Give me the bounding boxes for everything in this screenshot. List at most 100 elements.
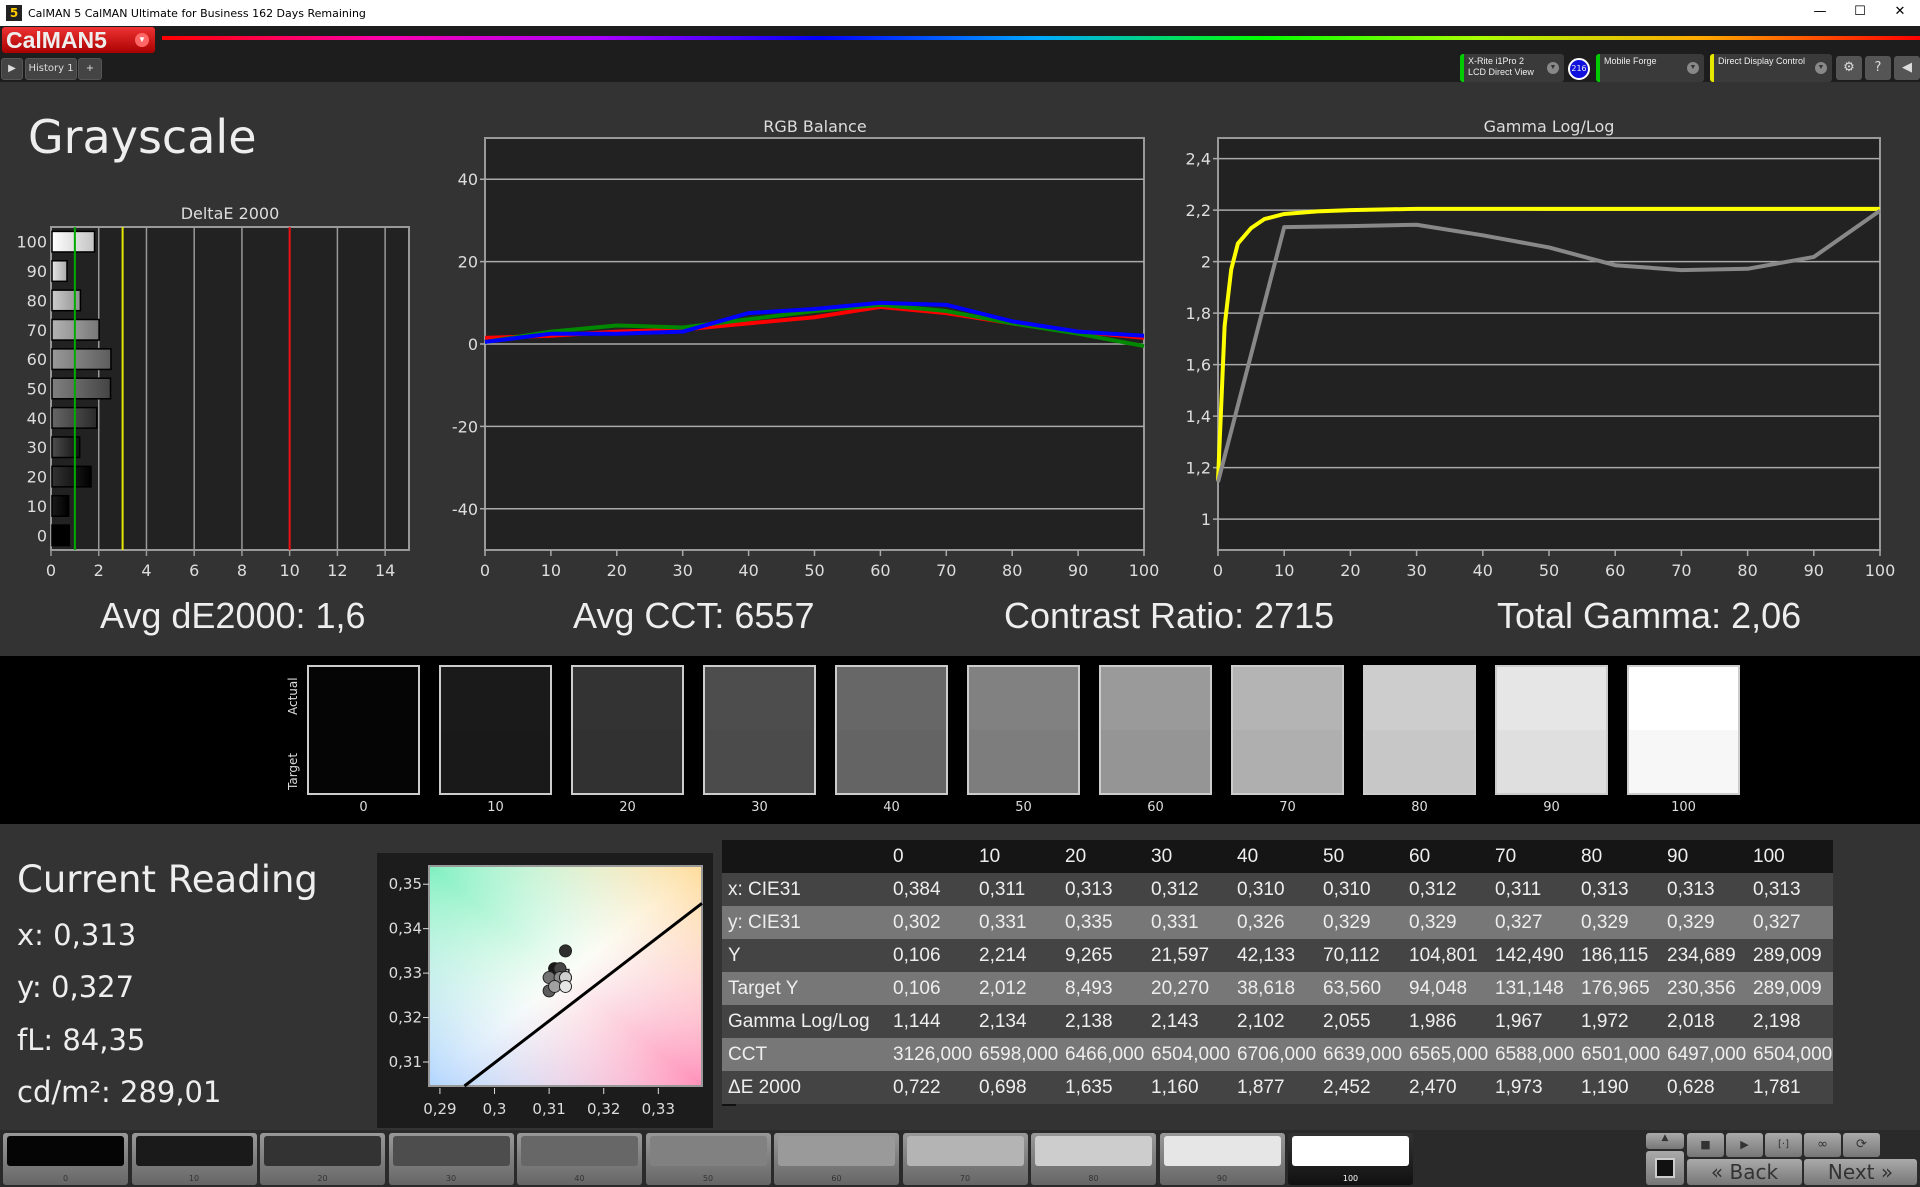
title-bar: 5 CalMAN 5 CalMAN Ultimate for Business … bbox=[0, 0, 1920, 26]
deltae-bar bbox=[51, 494, 70, 517]
stop-square-button[interactable] bbox=[1646, 1151, 1684, 1185]
x-tick-label: 20 bbox=[607, 561, 627, 580]
back-button[interactable]: « Back bbox=[1687, 1159, 1802, 1185]
deltae-bar bbox=[51, 436, 81, 459]
x-tick-label: 4 bbox=[141, 561, 151, 580]
swatch-label: 20 bbox=[619, 800, 636, 815]
y-tick-label: 1,4 bbox=[1186, 407, 1211, 426]
series-line-1 bbox=[1216, 208, 1882, 483]
minimize-button[interactable]: — bbox=[1813, 4, 1827, 19]
y-tick-label: 2,2 bbox=[1186, 201, 1211, 220]
table-cell: 0,329 bbox=[1317, 906, 1403, 939]
read-series-button[interactable]: [·] bbox=[1765, 1133, 1802, 1157]
play-sidebar-button[interactable]: ▶ bbox=[1, 58, 23, 80]
table-cell: 6504,000 bbox=[1145, 1038, 1231, 1071]
x-tick-label: 70 bbox=[936, 561, 956, 580]
actual-half bbox=[309, 667, 418, 730]
swatch-90 bbox=[1495, 665, 1608, 795]
patch-label: 50 bbox=[702, 1174, 714, 1183]
y-tick-label: 20 bbox=[27, 468, 47, 487]
help-icon[interactable]: ? bbox=[1865, 56, 1891, 80]
column-header: 100 bbox=[1747, 840, 1833, 873]
patch-button-20[interactable]: 20 bbox=[260, 1133, 385, 1185]
table-cell: 0,313 bbox=[1747, 873, 1833, 906]
maximize-button[interactable]: ☐ bbox=[1854, 4, 1866, 19]
x-tick-label: 50 bbox=[804, 561, 824, 580]
table-cell: 104,801 bbox=[1403, 939, 1489, 972]
table-cell: 0,310 bbox=[1231, 873, 1317, 906]
table-cell: 0,698 bbox=[973, 1071, 1059, 1104]
swatch-label: 80 bbox=[1411, 800, 1428, 815]
x-tick-label: 80 bbox=[1002, 561, 1022, 580]
back-label: Back bbox=[1729, 1160, 1779, 1184]
patch-button-50[interactable]: 50 bbox=[645, 1133, 771, 1185]
table-cell: 0,310 bbox=[1317, 873, 1403, 906]
expand-up-icon[interactable]: ▲ bbox=[1646, 1133, 1684, 1149]
patch-label: 100 bbox=[1342, 1174, 1359, 1183]
close-button[interactable]: ✕ bbox=[1894, 4, 1906, 19]
row-label: ΔE 2000 bbox=[722, 1071, 887, 1104]
y-tick-label: 60 bbox=[27, 350, 47, 369]
settings-gear-icon[interactable]: ⚙ bbox=[1836, 56, 1862, 80]
actual-half bbox=[441, 667, 550, 730]
column-header: 40 bbox=[1231, 840, 1317, 873]
patch-button-60[interactable]: 60 bbox=[774, 1133, 899, 1185]
gamma-summary: Total Gamma: 2,06 bbox=[1497, 595, 1802, 636]
patch-button-100[interactable]: 100 bbox=[1288, 1133, 1413, 1185]
target-half bbox=[441, 730, 550, 793]
patch-button-0[interactable]: 0 bbox=[3, 1133, 128, 1185]
reading-x: x: 0,313 bbox=[17, 918, 137, 952]
chevron-double-left-icon: « bbox=[1710, 1160, 1730, 1184]
next-label: Next bbox=[1827, 1160, 1875, 1184]
row-label: Target Y bbox=[722, 972, 887, 1005]
x-tick-label: 10 bbox=[279, 561, 299, 580]
refresh-icon[interactable]: ⟳ bbox=[1843, 1133, 1880, 1157]
patch-button-90[interactable]: 90 bbox=[1159, 1133, 1285, 1185]
table-cell: 6504,000 bbox=[1747, 1038, 1833, 1071]
patch-color bbox=[521, 1136, 638, 1166]
patch-button-70[interactable]: 70 bbox=[902, 1133, 1028, 1185]
x-tick-label: 100 bbox=[1129, 561, 1160, 580]
meter-name: X-Rite i1Pro 2 bbox=[1468, 56, 1525, 66]
deltae-bar bbox=[51, 260, 68, 283]
y-tick-label: 20 bbox=[458, 253, 478, 272]
patch-button-30[interactable]: 30 bbox=[388, 1133, 514, 1185]
measured-point bbox=[559, 979, 572, 993]
source-selector[interactable]: Mobile Forge ▼ bbox=[1596, 54, 1704, 82]
table-cell: 2,198 bbox=[1747, 1005, 1833, 1038]
patch-color bbox=[392, 1136, 510, 1166]
add-tab-button[interactable]: + bbox=[78, 58, 102, 80]
table-cell: 1,781 bbox=[1747, 1071, 1833, 1104]
swatch-40 bbox=[835, 665, 948, 795]
meter-badge[interactable]: 216 bbox=[1568, 58, 1590, 80]
patch-button-10[interactable]: 10 bbox=[131, 1133, 257, 1185]
table-cell: 0,329 bbox=[1575, 906, 1661, 939]
x-tick-label: 40 bbox=[738, 561, 758, 580]
x-tick-label: 70 bbox=[1671, 561, 1691, 580]
continuous-loop-icon[interactable]: ∞ bbox=[1804, 1133, 1841, 1157]
deltae-chart-title: DeltaE 2000 bbox=[180, 204, 280, 223]
target-half bbox=[837, 730, 946, 793]
tab-history-1[interactable]: History 1 bbox=[25, 58, 77, 80]
actual-label: Actual bbox=[286, 677, 300, 715]
table-cell: 0,384 bbox=[887, 873, 973, 906]
collapse-arrow-icon[interactable]: ◀ bbox=[1894, 56, 1920, 80]
actual-half bbox=[1101, 667, 1210, 730]
play-button[interactable]: ▶ bbox=[1726, 1133, 1763, 1157]
table-cell: 1,986 bbox=[1403, 1005, 1489, 1038]
stop-button[interactable]: ■ bbox=[1687, 1133, 1724, 1157]
y-tick-label: 10 bbox=[27, 497, 47, 516]
swatch-50 bbox=[967, 665, 1080, 795]
patch-button-80[interactable]: 80 bbox=[1031, 1133, 1156, 1185]
patch-button-40[interactable]: 40 bbox=[517, 1133, 642, 1185]
table-cell: 234,689 bbox=[1661, 939, 1747, 972]
target-half bbox=[309, 730, 418, 793]
swatch-20 bbox=[571, 665, 684, 795]
display-selector[interactable]: Direct Display Control ▼ bbox=[1710, 54, 1832, 82]
table-cell: 6565,000 bbox=[1403, 1038, 1489, 1071]
table-cell: 6588,000 bbox=[1489, 1038, 1575, 1071]
calman-logo-menu[interactable]: CalMAN5 ▼ bbox=[2, 27, 155, 53]
meter-selector[interactable]: X-Rite i1Pro 2 LCD Direct View ▼ bbox=[1460, 54, 1564, 82]
y-tick-label: 0,32 bbox=[389, 1009, 422, 1027]
next-button[interactable]: Next » bbox=[1804, 1159, 1917, 1185]
